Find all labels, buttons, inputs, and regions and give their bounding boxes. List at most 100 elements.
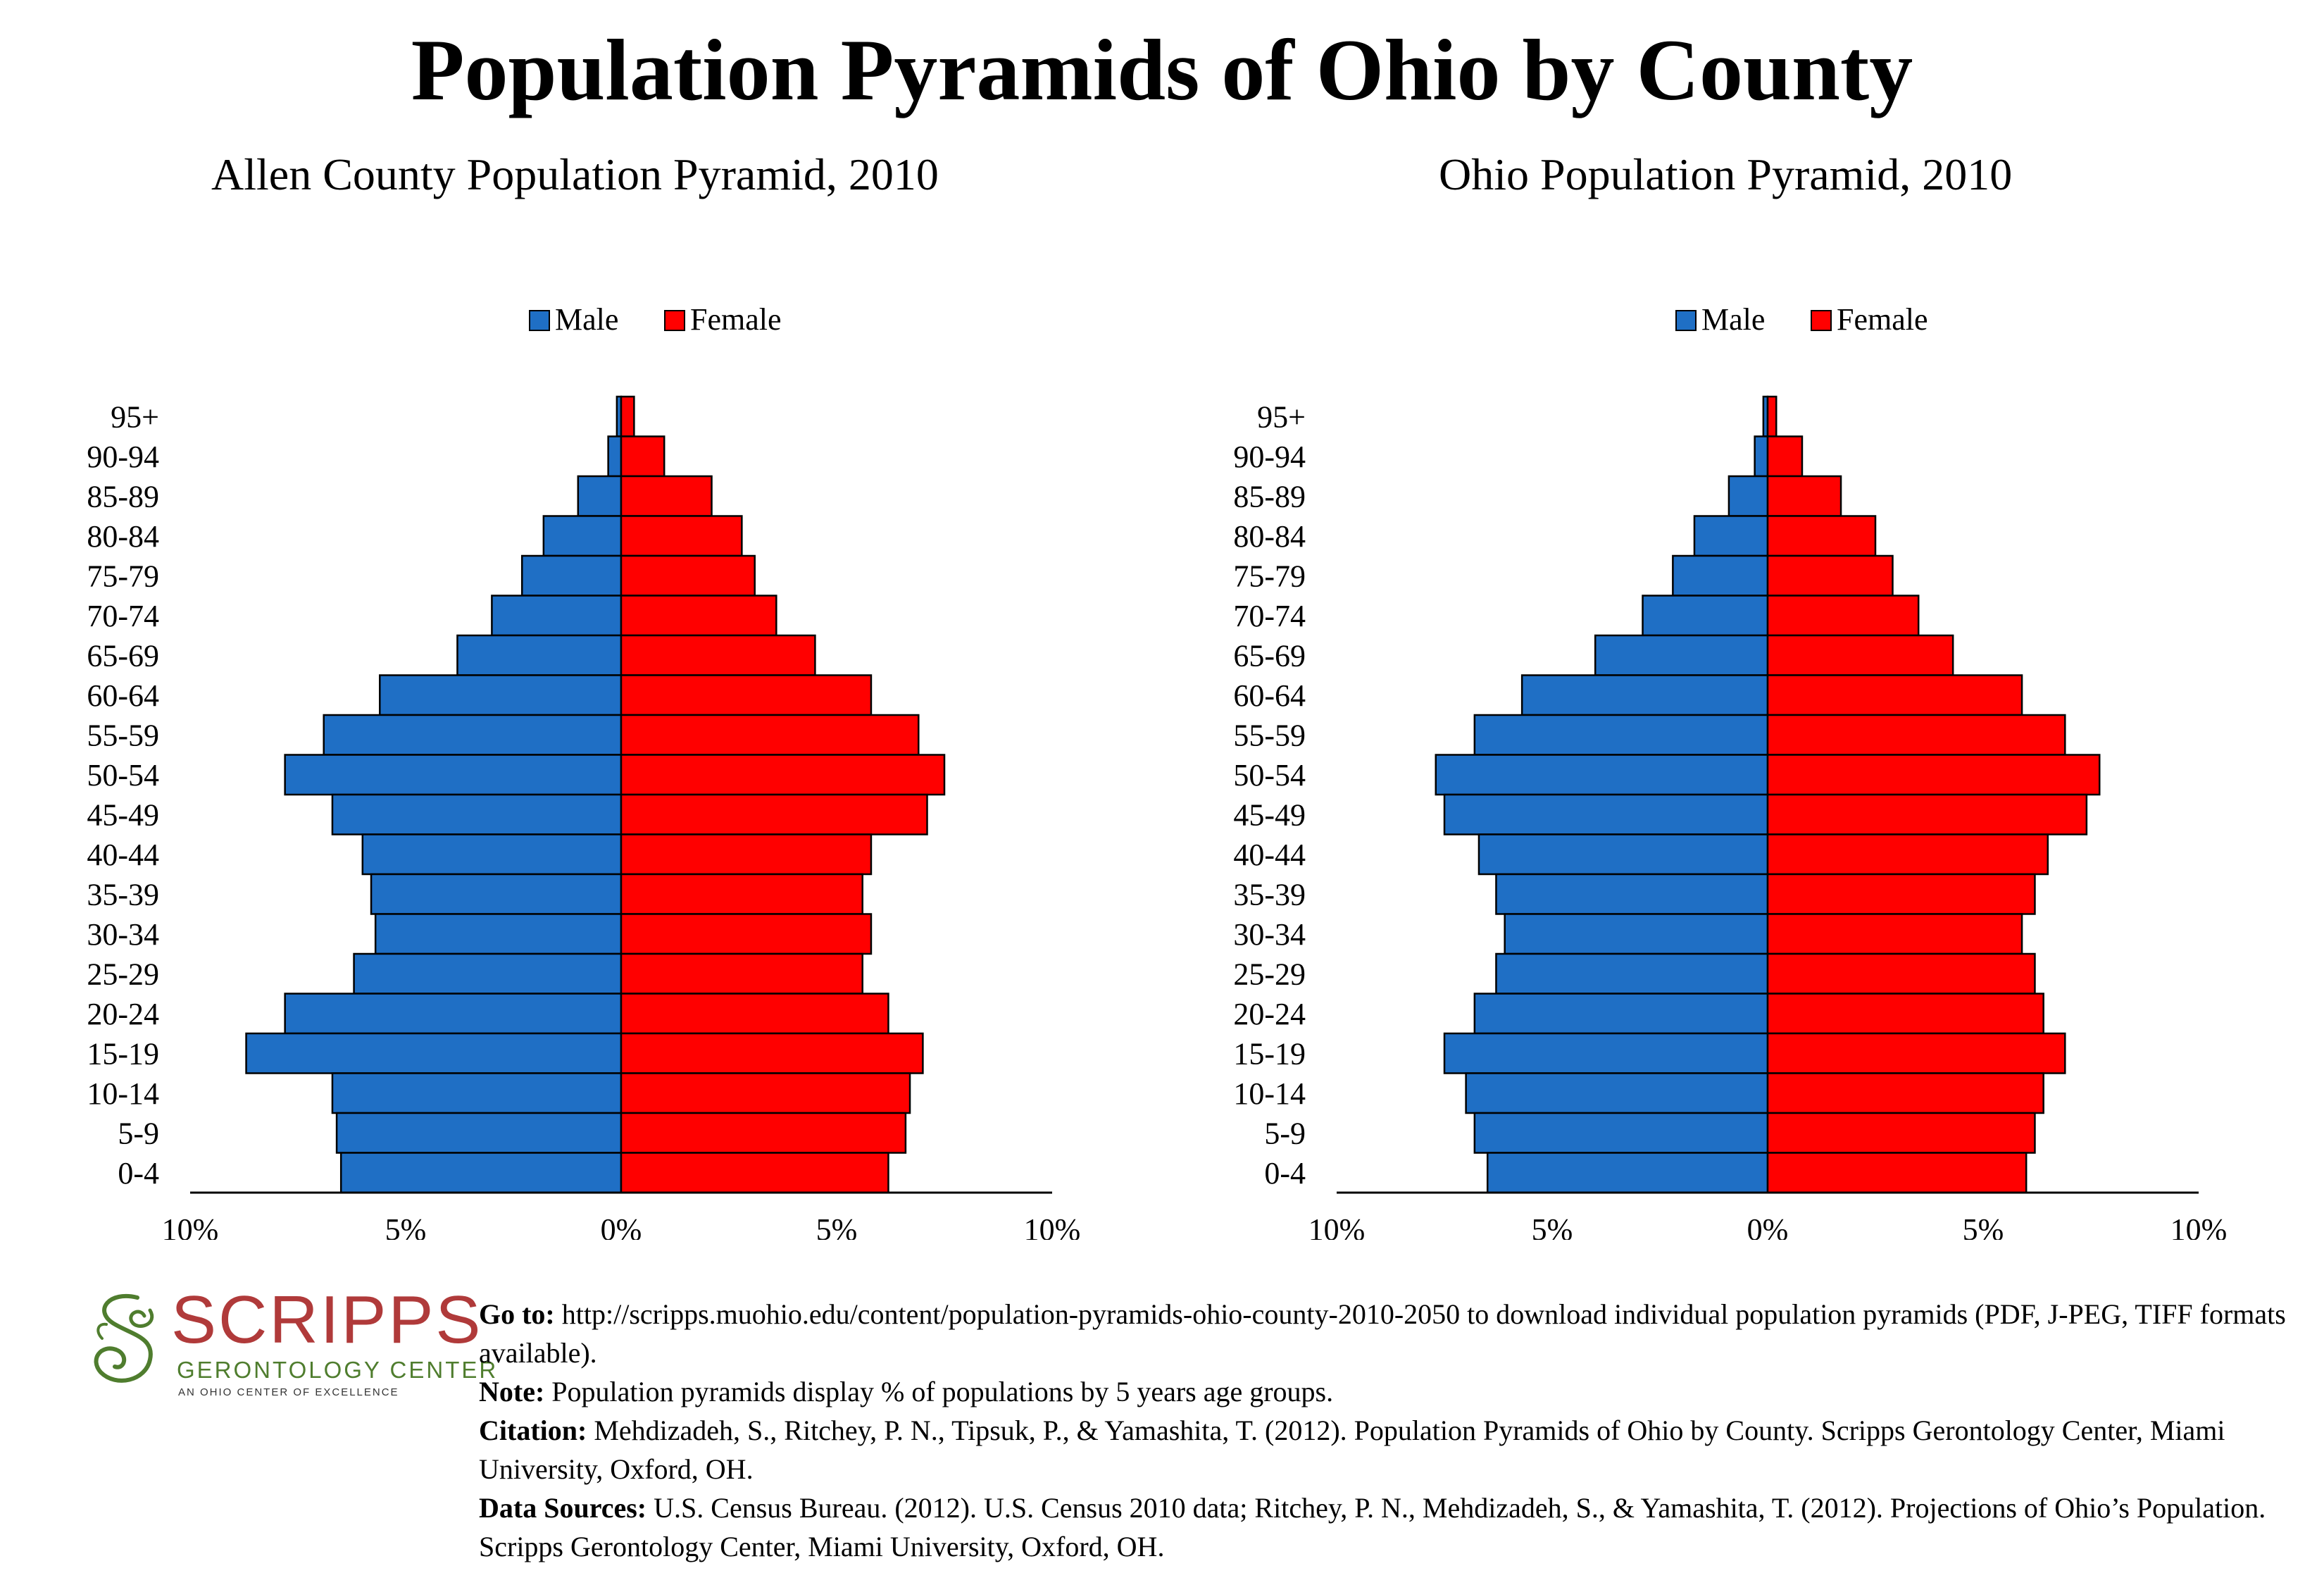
age-group-label: 0-4 (118, 1156, 159, 1191)
bar-male (245, 1032, 623, 1074)
bar-male (1642, 595, 1769, 637)
bar-female (620, 1112, 907, 1154)
age-group-label: 95+ (111, 399, 159, 434)
age-group-label: 35-39 (87, 877, 159, 912)
scripps-swirl-icon (94, 1294, 154, 1383)
footer-citation: Citation: Mehdizadeh, S., Ritchey, P. N.… (479, 1411, 2310, 1488)
legend-label-male: Male (1701, 302, 1765, 337)
age-group-label: 40-44 (1233, 838, 1306, 872)
footer-goto: Go to: http://scripps.muohio.edu/content… (479, 1295, 2310, 1372)
age-group-label: 25-29 (87, 957, 159, 991)
pyramid-charts: Male Female 95+ 90-94 85-89 80-84 75-79 70-74 65… (87, 302, 2228, 1240)
bar-female (620, 395, 635, 437)
bar-female (620, 435, 666, 478)
bar-male (339, 1152, 623, 1194)
age-group-label: 70-74 (1233, 599, 1306, 633)
bar-female (1766, 515, 1877, 557)
bar-female (1766, 1152, 2028, 1194)
bar-male (1495, 952, 1769, 995)
bar-female (620, 554, 756, 597)
logo-tagline: AN OHIO CENTER OF EXCELLENCE (178, 1386, 399, 1398)
footer-note-text: Population pyramids display % of populat… (544, 1376, 1334, 1407)
legend-swatch-female (664, 310, 685, 331)
age-group-label: 95+ (1257, 399, 1306, 434)
legend-swatch-male (529, 310, 550, 331)
bar-male (1473, 714, 1769, 756)
footer-note-label: Note: (479, 1376, 545, 1407)
age-group-label: 15-19 (1233, 1036, 1306, 1071)
bar-female (620, 952, 863, 995)
age-group-label: 90-94 (1233, 440, 1306, 474)
age-group-label: 70-74 (87, 599, 159, 633)
age-group-label: 10-14 (1233, 1076, 1306, 1111)
x-tick-label: 10% (1308, 1212, 1366, 1240)
logo-subtitle: GERONTOLOGY CENTER (177, 1357, 499, 1383)
age-group-label: 5-9 (118, 1116, 159, 1150)
x-tick-label: 5% (1532, 1212, 1573, 1240)
age-group-label: 60-64 (1233, 678, 1306, 713)
age-group-label: 80-84 (87, 519, 159, 554)
bar-male (1465, 1072, 1769, 1114)
bar-female (620, 475, 713, 517)
bar-female (620, 1152, 889, 1194)
age-group-label: 65-69 (1233, 638, 1306, 673)
bar-female (1766, 435, 1804, 478)
footer-citation-text: Mehdizadeh, S., Ritchey, P. N., Tipsuk, … (479, 1415, 2225, 1485)
bar-female (1766, 395, 1778, 437)
age-group-label: 50-54 (1233, 758, 1306, 792)
bar-female (620, 913, 873, 955)
bar-male (1693, 515, 1769, 557)
age-group-label: 85-89 (87, 479, 159, 514)
bar-male (335, 1112, 623, 1154)
bar-female (1766, 952, 2036, 995)
bar-male (323, 714, 623, 756)
age-group-label: 20-24 (87, 997, 159, 1031)
x-tick-label: 0% (601, 1212, 642, 1240)
bar-male (361, 833, 623, 876)
age-group-label: 30-34 (87, 917, 159, 952)
age-group-label: 65-69 (87, 638, 159, 673)
age-group-label: 55-59 (87, 718, 159, 752)
age-group-label: 0-4 (1264, 1156, 1306, 1191)
age-group-label: 35-39 (1233, 877, 1306, 912)
bar-female (620, 1032, 924, 1074)
bar-male (1435, 754, 1769, 796)
footer-goto-text: http://scripps.muohio.edu/content/popula… (479, 1298, 2286, 1369)
footer-goto-label: Go to: (479, 1298, 555, 1330)
bar-female (620, 754, 946, 796)
bar-male (1473, 1112, 1769, 1154)
bar-female (1766, 754, 2101, 796)
bar-female (1766, 873, 2036, 915)
bar-male (1486, 1152, 1769, 1194)
bar-female (1766, 793, 2088, 835)
bar-male (456, 634, 623, 676)
age-group-label: 60-64 (87, 678, 159, 713)
x-tick-label: 10% (2170, 1212, 2228, 1240)
age-group-label: 20-24 (1233, 997, 1306, 1031)
bar-male (331, 1072, 623, 1114)
bar-female (1766, 475, 1842, 517)
footer-sources-label: Data Sources: (479, 1492, 647, 1524)
legend-label-male: Male (555, 302, 618, 337)
bar-male (491, 595, 623, 637)
bar-male (374, 913, 623, 955)
scripps-logo: SCRIPPS GERONTOLOGY CENTER AN OHIO CENTE… (88, 1282, 496, 1409)
age-group-label: 75-79 (87, 559, 159, 593)
bar-male (607, 435, 623, 478)
bar-male (1473, 993, 1769, 1035)
age-group-label: 50-54 (87, 758, 159, 792)
age-group-label: 25-29 (1233, 957, 1306, 991)
logo-wordmark: SCRIPPS (171, 1282, 483, 1357)
bar-female (1766, 1032, 2066, 1074)
age-group-label: 15-19 (87, 1036, 159, 1071)
bar-female (1766, 913, 2023, 955)
bar-female (620, 993, 889, 1035)
age-group-label: 80-84 (1233, 519, 1306, 554)
footer-sources-text: U.S. Census Bureau. (2012). U.S. Census … (479, 1492, 2266, 1562)
age-group-label: 55-59 (1233, 718, 1306, 752)
bar-male (284, 754, 623, 796)
legend-label-female: Female (1837, 302, 1928, 337)
bar-female (1766, 554, 1894, 597)
bar-male (1495, 873, 1769, 915)
x-tick-label: 10% (162, 1212, 219, 1240)
